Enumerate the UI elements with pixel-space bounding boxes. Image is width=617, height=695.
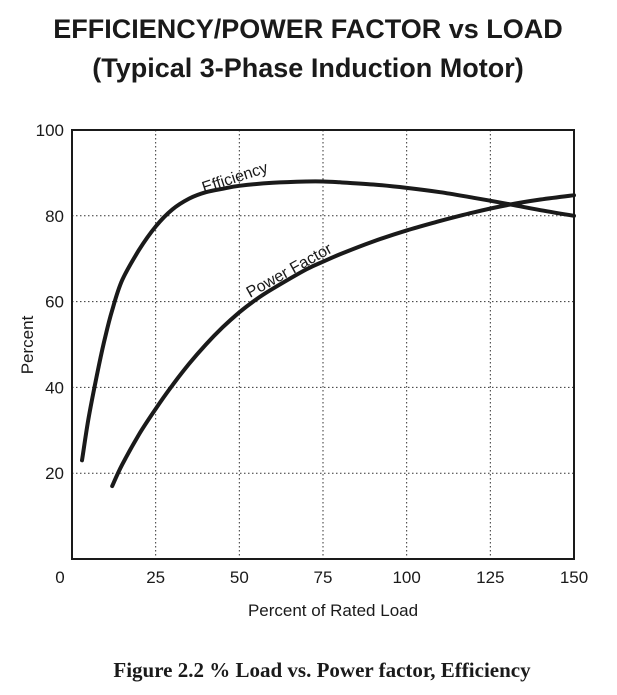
x-tick-label: 0 [55,568,64,587]
x-axis-label: Percent of Rated Load [248,601,418,620]
y-tick-label: 40 [45,378,64,397]
x-tick-label: 125 [476,568,504,587]
y-tick-label: 100 [36,121,64,140]
efficiency-series-label: Efficiency [200,160,270,197]
y-axis-ticks: 20 40 60 80 100 [36,121,64,483]
x-tick-label: 150 [560,568,588,587]
x-axis-ticks: 0 25 50 75 100 125 150 [55,568,588,587]
power-factor-series-line [110,193,576,489]
chart-subtitle: (Typical 3-Phase Induction Motor) [92,53,524,83]
chart-title: EFFICIENCY/POWER FACTOR vs LOAD [53,14,563,44]
figure-caption: Figure 2.2 % Load vs. Power factor, Effi… [113,658,531,682]
x-tick-label: 100 [392,568,420,587]
grid [72,130,574,559]
x-tick-label: 50 [230,568,249,587]
y-tick-label: 60 [45,293,64,312]
plot-area-frame [71,129,575,560]
x-tick-label: 25 [146,568,165,587]
series-lines [80,179,576,489]
y-tick-label: 80 [45,207,64,226]
x-tick-label: 75 [314,568,333,587]
efficiency-series-line [80,179,576,463]
y-tick-label: 20 [45,464,64,483]
power-factor-series-label: Power Factor [244,240,336,301]
y-axis-label: Percent [18,315,37,374]
